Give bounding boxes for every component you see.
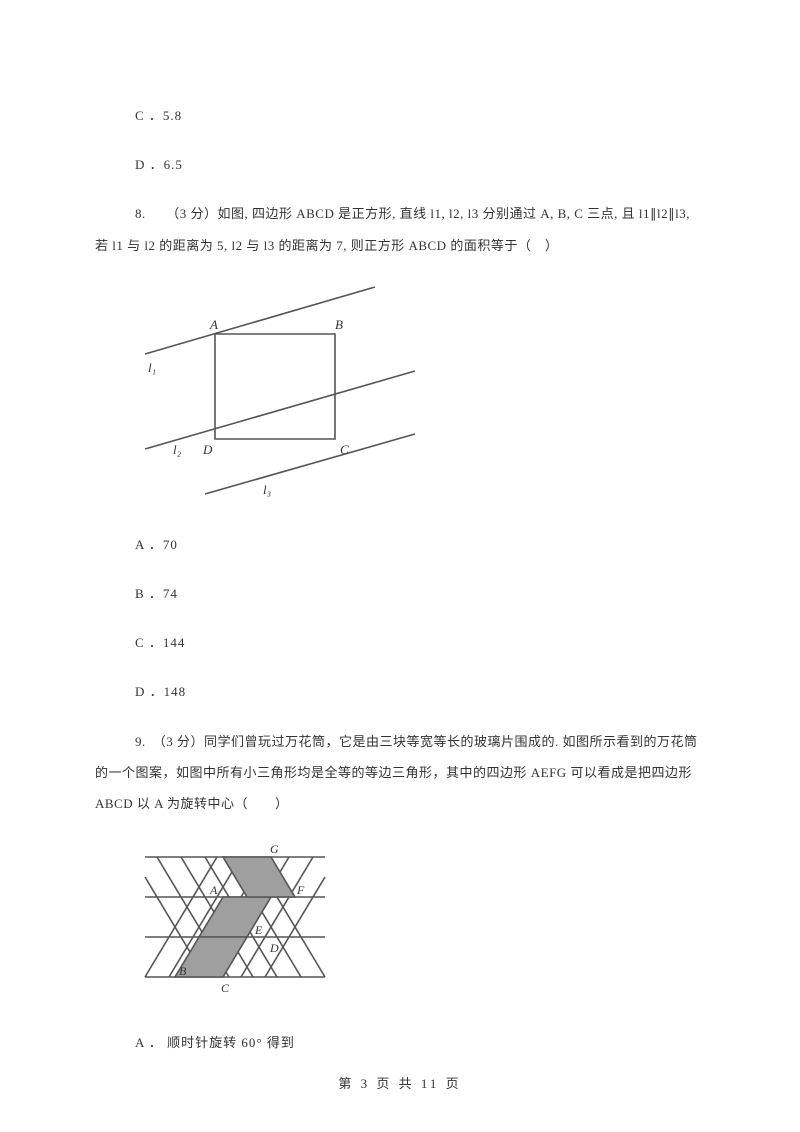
label-D: D bbox=[269, 941, 279, 955]
option-c: C ．5.8 bbox=[135, 100, 705, 131]
label-A: A bbox=[209, 883, 218, 897]
q9-option-a: A ． 顺时针旋转 60° 得到 bbox=[135, 1027, 705, 1058]
rhombus-shaded-3 bbox=[223, 857, 295, 897]
option-d: D ．6.5 bbox=[135, 149, 705, 180]
label-D: D bbox=[202, 442, 213, 457]
label-l1: l₁ bbox=[148, 360, 156, 375]
label-G: G bbox=[270, 842, 279, 856]
q8-option-a: A ．70 bbox=[135, 529, 705, 560]
q8-option-b: B ．74 bbox=[135, 578, 705, 609]
page-content: C ．5.8 D ．6.5 8. （3 分）如图, 四边形 ABCD 是正方形,… bbox=[0, 0, 800, 1058]
label-C: C bbox=[340, 442, 349, 457]
q8-option-d: D ．148 bbox=[135, 676, 705, 707]
line-l2 bbox=[145, 371, 415, 449]
label-F: F bbox=[296, 883, 305, 897]
question-9-text: 9. （3 分）同学们曾玩过万花筒，它是由三块等宽等长的玻璃片围成的. 如图所示… bbox=[95, 726, 705, 820]
label-C: C bbox=[221, 981, 230, 995]
kaleidoscope-svg: A B C D E F G bbox=[125, 837, 355, 1007]
label-B: B bbox=[335, 317, 343, 332]
label-l3: l₃ bbox=[263, 482, 271, 497]
label-A: A bbox=[209, 317, 218, 332]
question-8-text: 8. （3 分）如图, 四边形 ABCD 是正方形, 直线 l1, l2, l3… bbox=[95, 198, 705, 260]
label-B: B bbox=[179, 964, 187, 978]
question-8-figure: A B C D l₁ l₂ l₃ bbox=[125, 279, 705, 509]
line-l3 bbox=[205, 434, 415, 494]
label-l2: l₂ bbox=[173, 442, 182, 457]
q8-option-c: C ．144 bbox=[135, 627, 705, 658]
page-footer: 第 3 页 共 11 页 bbox=[0, 1073, 800, 1092]
question-9-figure: A B C D E F G bbox=[125, 837, 705, 1007]
label-E: E bbox=[254, 923, 263, 937]
square-lines-svg: A B C D l₁ l₂ l₃ bbox=[125, 279, 425, 509]
